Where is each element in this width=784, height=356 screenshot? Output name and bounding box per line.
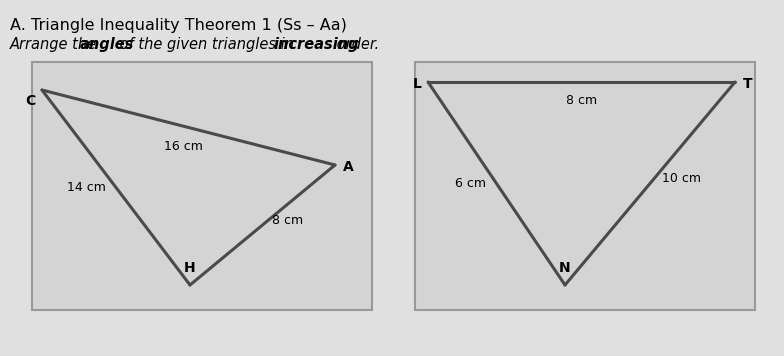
Text: C: C <box>26 94 36 108</box>
Bar <box>415 62 755 310</box>
Text: 14 cm: 14 cm <box>67 181 106 194</box>
Text: increasing: increasing <box>274 37 359 52</box>
Text: T: T <box>743 77 753 91</box>
Text: 16 cm: 16 cm <box>164 140 203 152</box>
Text: L: L <box>413 77 422 91</box>
Text: 8 cm: 8 cm <box>566 94 597 107</box>
Text: N: N <box>559 261 571 275</box>
Text: of the given triangles in: of the given triangles in <box>115 37 299 52</box>
Text: Arrange the: Arrange the <box>10 37 102 52</box>
Text: order.: order. <box>332 37 379 52</box>
Bar <box>32 62 372 310</box>
Text: 6 cm: 6 cm <box>456 177 487 190</box>
Text: H: H <box>184 261 196 275</box>
Text: A: A <box>343 160 354 174</box>
Text: A. Triangle Inequality Theorem 1 (Ss – Aa): A. Triangle Inequality Theorem 1 (Ss – A… <box>10 18 347 33</box>
Text: 8 cm: 8 cm <box>273 214 303 226</box>
Text: angles: angles <box>80 37 135 52</box>
Text: 10 cm: 10 cm <box>662 172 701 185</box>
